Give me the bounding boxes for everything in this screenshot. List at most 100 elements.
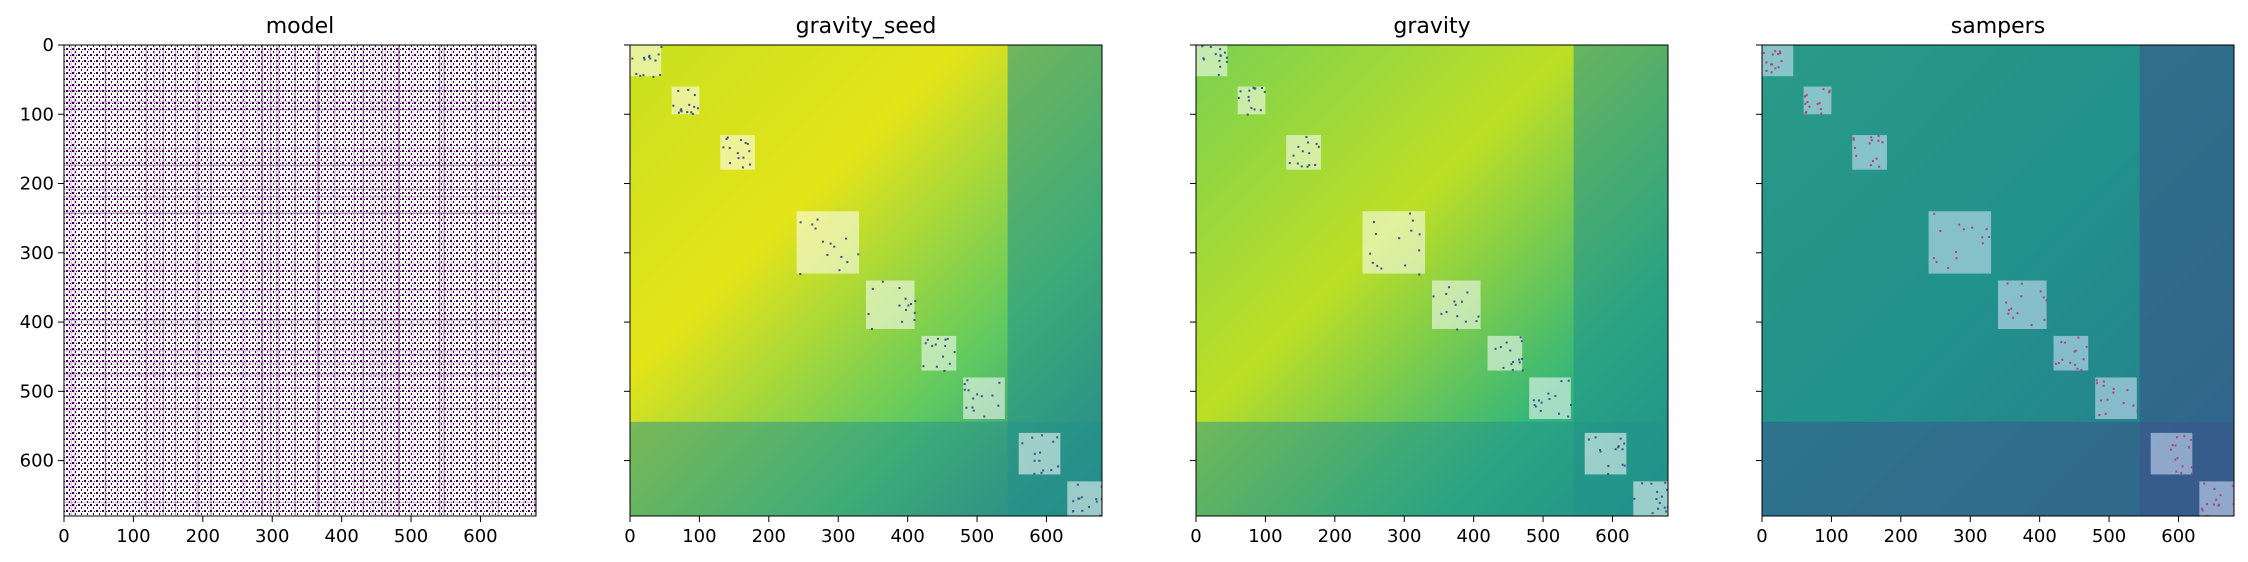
block-pixel <box>2020 282 2023 285</box>
block-pixel <box>1871 160 1874 163</box>
block-pixel <box>1225 60 1228 63</box>
block-pixel <box>639 74 642 77</box>
heatmap-streak <box>342 45 344 516</box>
block-pixel <box>2104 412 2107 415</box>
block-pixel <box>2085 345 2088 348</box>
block-pixel <box>642 56 645 59</box>
x-tick-label: 200 <box>1318 526 1352 547</box>
block-pixel <box>1547 392 1550 395</box>
block-pixel <box>652 75 655 78</box>
block-pixel <box>1774 50 1777 53</box>
block-pixel <box>1237 96 1240 99</box>
block-pixel <box>1971 226 1974 229</box>
block-pixel <box>2030 324 2033 327</box>
y-tick-label: 0 <box>43 35 54 56</box>
heatmap-streak <box>64 349 536 352</box>
block-pixel <box>1955 251 1958 254</box>
block-pixel <box>1803 95 1806 98</box>
block-pixel <box>972 409 975 412</box>
block-pixel <box>2043 318 2046 321</box>
heatmap-streak <box>64 289 536 291</box>
x-tick-label: 500 <box>394 526 428 547</box>
block-pixel <box>722 146 725 149</box>
block-pixel <box>913 318 916 321</box>
heatmap-streak <box>197 45 199 516</box>
block-pixel <box>2082 358 2085 361</box>
y-tick-label: 500 <box>20 381 54 402</box>
block-pixel <box>2181 465 2184 468</box>
heatmap-streak <box>443 45 445 516</box>
block-pixel <box>648 55 651 58</box>
block-pixel <box>2074 349 2077 352</box>
block-pixel <box>1958 223 1961 226</box>
heatmap-streak <box>334 45 336 516</box>
heatmap-streak <box>475 45 477 516</box>
block-pixel <box>728 146 731 149</box>
block-pixel <box>2190 466 2193 469</box>
heatmap-streak <box>381 45 384 516</box>
block-pixel <box>725 137 728 140</box>
block-pixel <box>1466 291 1469 294</box>
block-pixel <box>746 142 749 145</box>
block-pixel <box>2171 444 2174 447</box>
block-pixel <box>934 343 937 346</box>
block-pixel <box>1779 52 1782 55</box>
y-tick-label: 200 <box>20 174 54 195</box>
heatmap-streak <box>68 45 70 516</box>
block-pixel <box>659 74 662 77</box>
block-pixel <box>748 150 751 153</box>
x-tick-label: 0 <box>624 526 635 547</box>
block-pixel <box>1877 135 1880 138</box>
block-pixel <box>1820 112 1823 115</box>
block-pixel <box>2005 301 2008 304</box>
heatmap-streak <box>64 323 536 326</box>
heatmap-streak <box>64 196 536 198</box>
block-pixel <box>1042 469 1045 472</box>
block-pixel <box>1554 394 1557 397</box>
block-pixel <box>1777 53 1780 56</box>
block-pixel <box>1621 448 1624 451</box>
block-pixel <box>829 242 832 245</box>
block-pixel <box>1518 358 1521 361</box>
block-pixel <box>1770 71 1773 74</box>
block-pixel <box>1875 157 1878 160</box>
block-pixel <box>1314 163 1317 166</box>
x-tick-label: 600 <box>1595 526 1629 547</box>
heatmap-streak <box>438 45 441 516</box>
block-pixel <box>953 351 956 354</box>
block-pixel <box>1041 434 1044 437</box>
block-pixel <box>963 388 966 391</box>
heatmap-streak <box>159 45 161 516</box>
block-pixel <box>1762 51 1765 54</box>
block-pixel <box>1657 507 1660 510</box>
heatmap-streak <box>379 45 381 516</box>
block-pixel <box>1317 145 1320 148</box>
x-tick-label: 600 <box>1029 526 1063 547</box>
block-pixel <box>983 415 986 418</box>
block-pixel <box>1447 286 1450 289</box>
diagonal-block <box>671 86 700 115</box>
block-pixel <box>1202 57 1205 60</box>
block-pixel <box>1769 63 1772 66</box>
block-pixel <box>1537 399 1540 402</box>
diagonal-block <box>1362 211 1426 274</box>
block-pixel <box>1225 56 1228 59</box>
heatmap-streak <box>64 263 536 265</box>
x-tick-label: 300 <box>821 526 855 547</box>
block-pixel <box>642 74 645 77</box>
diagonal-block <box>1286 135 1321 170</box>
block-pixel <box>1666 506 1668 509</box>
heatmap-streak <box>64 480 536 483</box>
block-pixel <box>1619 437 1622 440</box>
x-tick-label: 100 <box>116 526 150 547</box>
block-pixel <box>2016 312 2019 315</box>
block-pixel <box>687 88 690 91</box>
diagonal-block <box>1803 86 1832 115</box>
heatmap-streak <box>64 331 536 334</box>
heatmap-streak <box>64 89 536 92</box>
heatmap-streak <box>384 45 387 516</box>
block-pixel <box>1771 53 1774 56</box>
block-pixel <box>1962 228 1965 231</box>
diagonal-block <box>2053 335 2089 371</box>
